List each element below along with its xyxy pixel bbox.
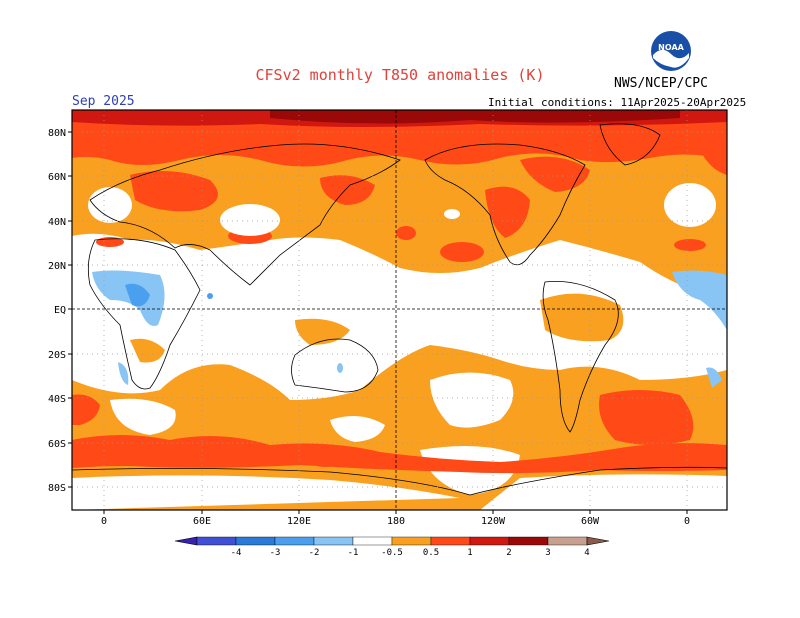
coastlines xyxy=(72,123,727,496)
colorbar-label: 2 xyxy=(506,548,511,558)
lon-label: 0 xyxy=(101,516,107,527)
colorbar-label: -0.5 xyxy=(381,548,403,558)
colorbar-swatch xyxy=(274,536,315,546)
lat-label: 20S xyxy=(48,350,66,361)
colorbar-swatch xyxy=(352,536,393,546)
colorbar-swatch xyxy=(235,536,276,546)
lon-label: 60E xyxy=(193,516,211,527)
anomaly-field xyxy=(72,110,727,510)
lon-label: 180 xyxy=(387,516,405,527)
colorbar-swatch xyxy=(508,536,549,546)
lon-label: 120E xyxy=(287,516,311,527)
map-frame xyxy=(71,109,728,511)
svg-text:NOAA: NOAA xyxy=(658,43,684,52)
colorbar-label: -4 xyxy=(231,548,242,558)
colorbar-label: 4 xyxy=(584,548,589,558)
lat-label: 40S xyxy=(48,394,66,405)
graticule xyxy=(72,110,727,510)
lon-label: 60W xyxy=(581,516,600,527)
colorbar-label: 3 xyxy=(545,548,550,558)
agency-label: NWS/NCEP/CPC xyxy=(614,76,708,91)
colorbar-swatch xyxy=(313,536,354,546)
colorbar-label: 1 xyxy=(467,548,472,558)
colorbar-swatch xyxy=(391,536,432,546)
colorbar-label: -3 xyxy=(270,548,281,558)
equator-dateline xyxy=(72,110,727,510)
colorbar-swatch xyxy=(469,536,510,546)
colorbar-arrow-low xyxy=(174,536,198,546)
chart-title: CFSv2 monthly T850 anomalies (K) xyxy=(255,66,545,84)
lat-label: 40N xyxy=(48,217,66,228)
colorbar-label: -1 xyxy=(348,548,359,558)
initial-conditions: Initial conditions: 11Apr2025-20Apr2025 xyxy=(488,96,747,109)
lon-label: 0 xyxy=(684,516,690,527)
colorbar-label: 0.5 xyxy=(423,548,439,558)
lat-label: 60N xyxy=(48,172,66,183)
colorbar-swatch xyxy=(196,536,237,546)
lon-label: 120W xyxy=(481,516,506,527)
colorbar-arrow-high xyxy=(586,536,610,546)
lat-label: 80N xyxy=(48,128,66,139)
noaa-logo: NOAA xyxy=(650,30,692,76)
lat-label: 80S xyxy=(48,483,66,494)
lat-label: 60S xyxy=(48,439,66,450)
colorbar-swatch xyxy=(547,536,588,546)
lat-label: EQ xyxy=(54,305,66,316)
lat-label: 20N xyxy=(48,261,66,272)
forecast-month: Sep 2025 xyxy=(72,94,135,109)
colorbar: -4 -3 -2 -1 -0.5 0.5 1 2 3 4 xyxy=(174,536,610,558)
colorbar-label: -2 xyxy=(309,548,320,558)
colorbar-swatch xyxy=(430,536,471,546)
